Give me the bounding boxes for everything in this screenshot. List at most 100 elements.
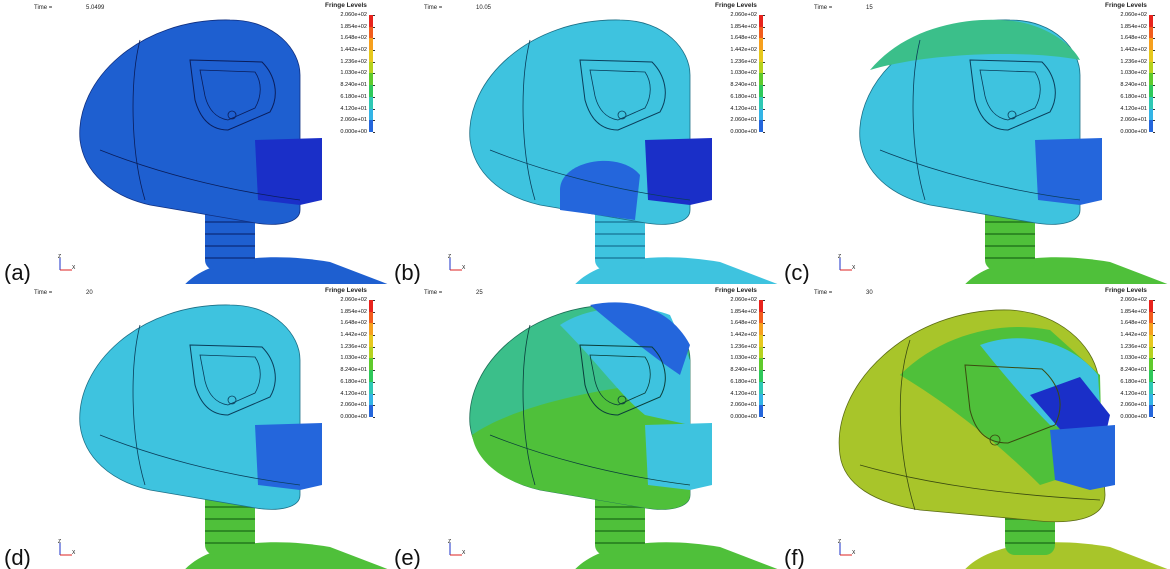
legend-tick — [1153, 73, 1155, 75]
legend-color-swatch — [369, 73, 373, 86]
legend-color-swatch — [1149, 73, 1153, 86]
legend-tick — [1153, 96, 1155, 98]
legend-tick — [1153, 381, 1155, 383]
panel-letter: (d) — [4, 545, 31, 569]
legend-row: 1.442e+02 — [321, 332, 381, 347]
legend-row: 1.648e+02 — [321, 320, 381, 336]
triad-z-label: Z — [58, 539, 61, 545]
panel-letter: (b) — [394, 260, 421, 284]
helmet-scene-e — [469, 302, 778, 569]
legend-tick — [763, 393, 765, 395]
legend-color-swatch — [369, 15, 373, 27]
legend-level-label: 1.854e+02 — [1120, 308, 1147, 315]
legend-row: 1.236e+02 — [711, 344, 771, 359]
legend-color-swatch — [369, 26, 373, 39]
legend-tick — [373, 358, 375, 360]
legend-color-swatch — [1149, 15, 1153, 27]
legend-level-label: 6.180e+01 — [730, 378, 757, 385]
triad-z-label: Z — [58, 254, 61, 260]
time-label: Time = — [424, 290, 443, 296]
legend-color-swatch — [369, 38, 373, 51]
legend-level-label: 4.120e+01 — [730, 390, 757, 397]
legend-level-label: 6.180e+01 — [730, 93, 757, 100]
legend-level-label: 6.180e+01 — [1120, 378, 1147, 385]
legend-tick — [763, 381, 765, 383]
legend-level-label: 6.180e+01 — [340, 378, 367, 385]
legend-row: 6.180e+01 — [1101, 93, 1161, 109]
helmet-scene-d — [79, 304, 388, 569]
legend-color-swatch — [1149, 405, 1153, 417]
legend-tick — [763, 416, 765, 418]
time-label: Time = — [34, 290, 53, 296]
legend-tick — [1153, 370, 1155, 372]
legend-tick — [373, 26, 375, 28]
legend-tick — [763, 85, 765, 87]
legend-color-swatch — [1149, 61, 1153, 74]
legend-color-swatch — [759, 311, 763, 324]
legend-color-swatch — [1149, 300, 1153, 312]
legend-color-swatch — [369, 50, 373, 62]
legend-tick — [373, 38, 375, 40]
legend-row: 2.060e+02 — [711, 297, 771, 312]
legend-row: 1.030e+02 — [1101, 70, 1161, 86]
legend-tick — [1153, 15, 1155, 16]
time-value: 20 — [86, 290, 93, 296]
fringe-legend: 2.060e+02 1.854e+02 1.648e+02 1.442e+02 1.23… — [1101, 12, 1161, 141]
legend-row: 6.180e+01 — [321, 378, 381, 394]
time-value: 30 — [866, 290, 873, 296]
legend-row: 1.854e+02 — [711, 309, 771, 324]
legend-tick — [1153, 131, 1155, 133]
legend-level-label: 0.000e+00 — [730, 128, 757, 135]
legend-level-label: 1.236e+02 — [1120, 343, 1147, 350]
axis-triad-icon: Z X — [58, 254, 76, 271]
fringe-levels-title: Fringe Levels — [715, 287, 757, 294]
legend-level-label: 2.060e+01 — [730, 117, 757, 124]
legend-color-swatch — [759, 96, 763, 109]
time-label: Time = — [814, 5, 833, 11]
legend-level-label: 2.060e+02 — [340, 297, 367, 303]
legend-level-label: 2.060e+02 — [730, 297, 757, 303]
time-value: 5.0499 — [86, 5, 105, 11]
legend-color-swatch — [369, 85, 373, 97]
legend-tick — [763, 300, 765, 301]
legend-color-swatch — [1149, 26, 1153, 39]
legend-row: 4.120e+01 — [321, 391, 381, 406]
legend-color-swatch — [1149, 85, 1153, 97]
legend-level-label: 1.030e+02 — [340, 70, 367, 77]
legend-level-label: 1.648e+02 — [730, 35, 757, 42]
triad-x-label: X — [462, 550, 466, 556]
legend-level-label: 1.648e+02 — [1120, 35, 1147, 42]
legend-row: 6.180e+01 — [1101, 378, 1161, 394]
legend-tick — [763, 346, 765, 348]
legend-color-swatch — [759, 300, 763, 312]
legend-level-label: 1.030e+02 — [1120, 355, 1147, 362]
legend-tick — [373, 120, 375, 122]
legend-tick — [763, 38, 765, 40]
legend-level-label: 1.854e+02 — [1120, 23, 1147, 30]
legend-level-label: 8.240e+01 — [730, 367, 757, 374]
legend-level-label: 1.030e+02 — [340, 355, 367, 362]
legend-level-label: 1.442e+02 — [1120, 332, 1147, 339]
legend-level-label: 6.180e+01 — [1120, 93, 1147, 100]
helmet-scene-b — [469, 19, 778, 284]
legend-level-label: 4.120e+01 — [340, 105, 367, 112]
legend-color-swatch — [759, 73, 763, 86]
axis-triad-icon: Z X — [838, 539, 856, 556]
legend-level-label: 0.000e+00 — [1120, 128, 1147, 135]
legend-level-label: 8.240e+01 — [1120, 82, 1147, 89]
legend-row: 1.030e+02 — [711, 70, 771, 86]
helmet-scene-a — [79, 19, 388, 284]
legend-color-swatch — [369, 381, 373, 394]
legend-tick — [373, 73, 375, 75]
legend-tick — [763, 108, 765, 110]
legend-color-swatch — [1149, 370, 1153, 382]
legend-level-label: 1.854e+02 — [730, 23, 757, 30]
legend-tick — [373, 370, 375, 372]
legend-tick — [373, 335, 375, 337]
fringe-levels-title: Fringe Levels — [325, 2, 367, 9]
legend-tick — [373, 393, 375, 395]
legend-row: 6.180e+01 — [711, 378, 771, 394]
legend-level-label: 4.120e+01 — [1120, 390, 1147, 397]
legend-row: 1.854e+02 — [1101, 23, 1161, 39]
legend-level-label: 1.030e+02 — [730, 70, 757, 77]
